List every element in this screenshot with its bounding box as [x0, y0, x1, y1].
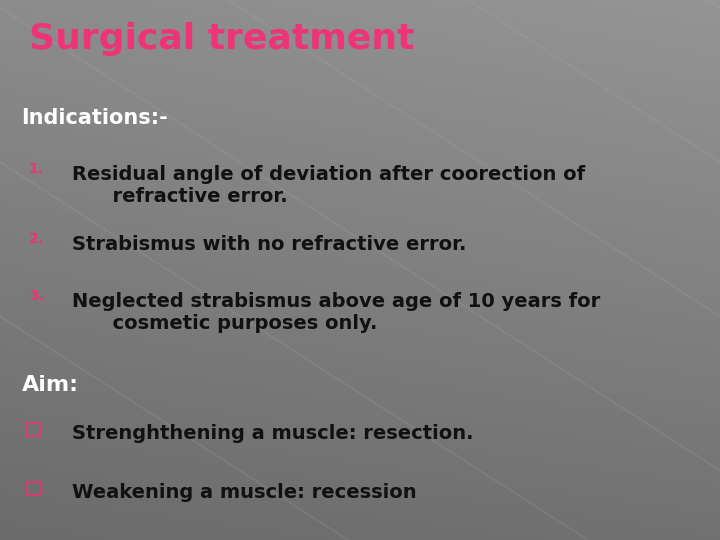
Text: 2.: 2.: [29, 232, 44, 246]
Text: Neglected strabismus above age of 10 years for
      cosmetic purposes only.: Neglected strabismus above age of 10 yea…: [72, 292, 600, 333]
Text: Surgical treatment: Surgical treatment: [29, 22, 414, 56]
Text: 1.: 1.: [29, 162, 44, 176]
Text: Aim:: Aim:: [22, 375, 78, 395]
Text: Indications:-: Indications:-: [22, 108, 168, 128]
Text: Residual angle of deviation after coorection of
      refractive error.: Residual angle of deviation after coorec…: [72, 165, 585, 206]
Text: Strenghthening a muscle: resection.: Strenghthening a muscle: resection.: [72, 424, 474, 443]
Text: Weakening a muscle: recession: Weakening a muscle: recession: [72, 483, 417, 502]
Text: 3.: 3.: [29, 289, 44, 303]
Text: Strabismus with no refractive error.: Strabismus with no refractive error.: [72, 235, 467, 254]
Bar: [27, 482, 40, 495]
Bar: [27, 423, 40, 436]
